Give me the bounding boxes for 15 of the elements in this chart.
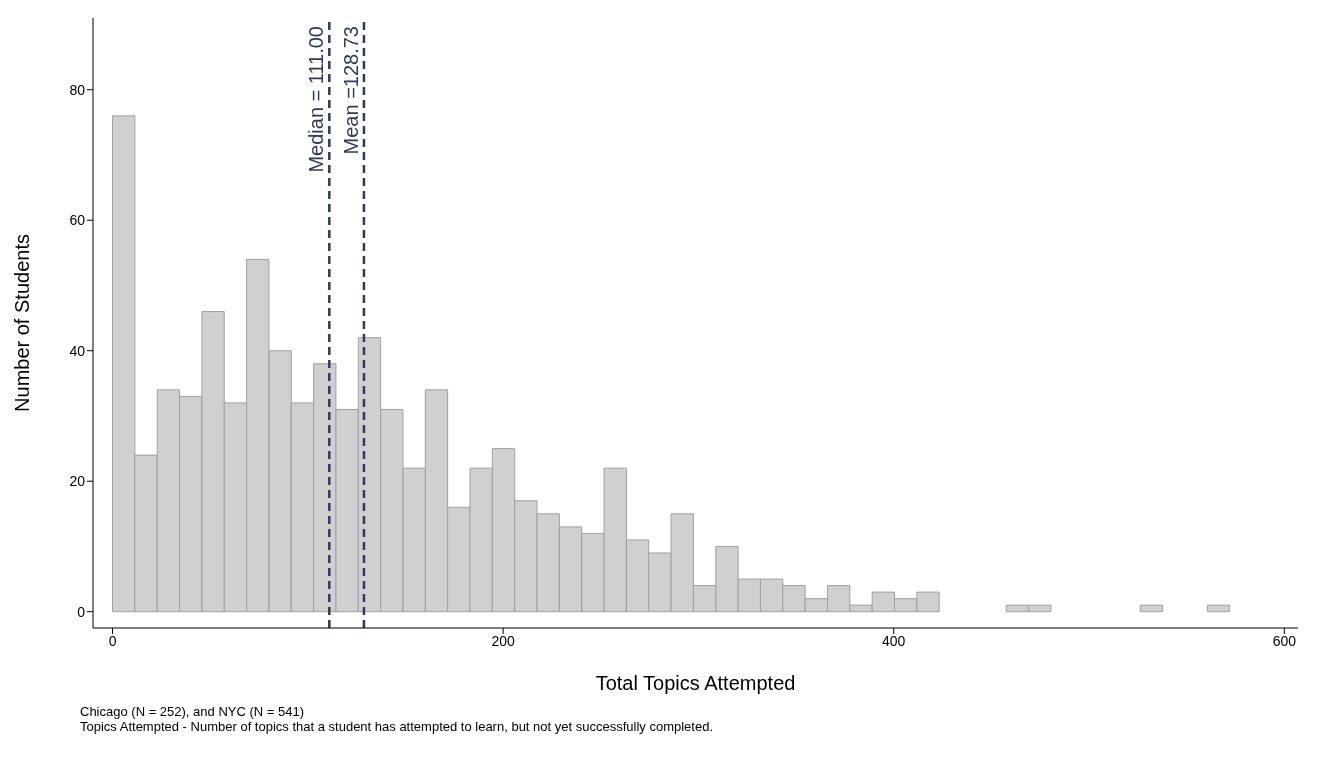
y-tick-label: 80 xyxy=(69,81,86,98)
x-tick-label: 600 xyxy=(1272,632,1297,649)
text: Chicago (N = 252), and NYC (N = 541) xyxy=(80,704,305,719)
text: Topics Attempted - Number of topics that a student has attempted to learn, but not yet successfully completed. xyxy=(80,719,714,734)
ref-line-label: Median = 111.00 xyxy=(305,26,328,173)
x-tick-label: 200 xyxy=(491,632,516,649)
x-tick-label: 0 xyxy=(108,632,117,649)
ref-line-label: Mean =128.73 xyxy=(339,26,362,155)
x-axis-title: Total Topics Attempted xyxy=(595,672,796,694)
y-tick-label: 60 xyxy=(69,212,86,229)
y-tick-label: 20 xyxy=(69,473,86,490)
x-tick-label: 400 xyxy=(882,632,906,649)
y-axis-title: Number of Students xyxy=(11,234,34,412)
y-tick-label: 0 xyxy=(77,603,86,620)
y-tick-label: 40 xyxy=(69,342,86,359)
